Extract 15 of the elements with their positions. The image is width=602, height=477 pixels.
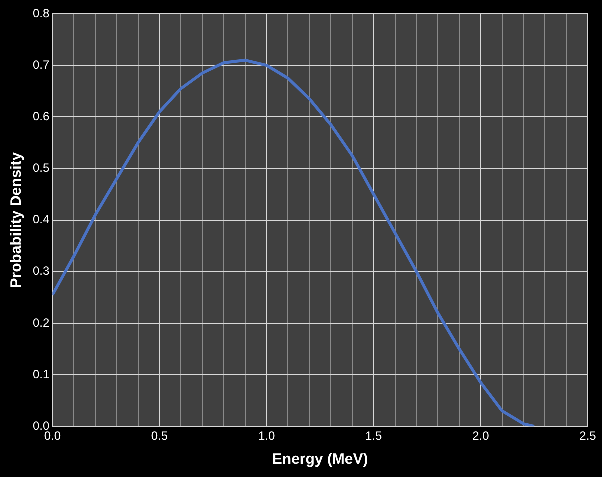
x-axis-title: Energy (MeV) xyxy=(272,451,368,468)
y-tick-label: 0.8 xyxy=(32,6,50,20)
x-tick-label: 1.5 xyxy=(366,429,383,444)
y-tick-label: 0.1 xyxy=(32,367,50,382)
x-tick-label: 2.5 xyxy=(580,429,597,444)
y-tick-label: 0.6 xyxy=(32,109,50,124)
x-tick-label: 2.0 xyxy=(472,429,490,444)
x-tick-label: 0.5 xyxy=(151,429,168,444)
y-tick-label: 0.5 xyxy=(32,161,50,176)
y-tick-label: 0.3 xyxy=(32,264,50,278)
y-tick-label: 0.4 xyxy=(32,212,50,227)
y-axis-title: Probability Density xyxy=(8,152,26,288)
x-tick-label: 1.0 xyxy=(258,429,276,444)
y-tick-label: 0.2 xyxy=(32,316,50,330)
y-tick-label: 0.7 xyxy=(32,58,50,72)
